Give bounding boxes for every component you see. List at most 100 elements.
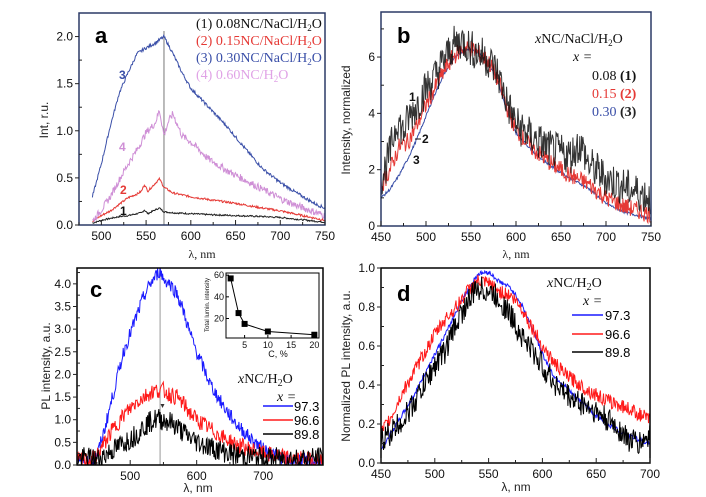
x-tick-label: 750 (641, 230, 661, 244)
curve-label-2: 2 (422, 132, 429, 146)
series-line-4 (92, 110, 325, 222)
legend-subtitle: x = (582, 294, 602, 309)
legend-entry-3: (3) 0.30NC/NaCl/H2O (196, 51, 322, 67)
y-tick-label: 0.0 (54, 458, 71, 472)
panel-d-frame (380, 267, 651, 464)
series-line-2 (92, 176, 325, 223)
panel-c-legend: xNC/H2O x = 97.3 96.6 89.8 (237, 372, 319, 442)
panel-c-plot-area (77, 268, 323, 465)
legend-entry-97-3: 97.3 (294, 399, 319, 414)
panel-b-letter: b (397, 23, 410, 48)
y-tick-label: 0.0 (358, 456, 375, 470)
x-tick-label: 550 (136, 229, 156, 243)
legend-entry-3: 0.30 (3) (592, 105, 637, 120)
panel-c-x-axis-label: λ, nm (183, 481, 212, 495)
panel-a-plot-area (91, 31, 325, 225)
panel-c-inset: 5 10 15 20 20 40 60 Total lumin. intensity C, … (205, 270, 320, 359)
inset-y-tick-label: 40 (214, 292, 224, 302)
inset-plot-area: 5 10 15 20 20 40 60 (214, 270, 319, 350)
legend-entry-97-3: 97.3 (605, 308, 630, 323)
panel-b-y-axis-label: Intensity, normalized (339, 65, 353, 174)
y-tick-label: 0.6 (358, 339, 375, 353)
legend-title: xNC/NaCl/H2O (534, 32, 623, 48)
panel-b-plot-area (381, 25, 651, 225)
legend-subtitle: x = (572, 50, 592, 65)
panel-d-legend: xNC/H2O x = 97.3 96.6 89.8 (546, 276, 630, 360)
inset-y-tick-label: 20 (214, 314, 224, 324)
series-line-1 (381, 25, 651, 215)
y-tick-label: 3.0 (54, 322, 71, 336)
legend-entry-89-8: 89.8 (294, 427, 319, 442)
y-tick-label: 0.8 (358, 300, 375, 314)
y-tick-label: 1.0 (54, 413, 71, 427)
panel-d-plot-area (381, 269, 650, 455)
y-tick-label: 2.5 (54, 345, 71, 359)
legend-subtitle: x = (276, 390, 296, 405)
inset-point (264, 328, 271, 335)
legend-entry-89-8: 89.8 (605, 345, 630, 360)
peak-arrow-icon (160, 404, 165, 408)
curve-label-3: 3 (413, 153, 420, 167)
y-tick-label: 4 (368, 106, 375, 120)
x-tick-label: 500 (416, 230, 436, 244)
legend-title: xNC/H2O (237, 372, 293, 389)
series-line-89-8 (381, 276, 650, 455)
panel-a-x-axis-label: λ, nm (188, 247, 216, 261)
inset-x-axis-label: C, % (268, 349, 288, 359)
curve-label-1: 1 (120, 204, 127, 218)
y-tick-label: 0.5 (56, 171, 73, 185)
y-tick-label: 0 (368, 219, 375, 233)
legend-entry-1: 0.08 (1) (592, 69, 637, 84)
x-tick-label: 650 (226, 229, 246, 243)
x-tick-label: 600 (532, 467, 552, 481)
x-tick-label: 600 (506, 230, 526, 244)
x-tick-label: 600 (181, 229, 201, 243)
x-tick-label: 500 (425, 467, 445, 481)
panel-a-letter: a (95, 23, 108, 48)
x-tick-label: 450 (371, 230, 391, 244)
curve-label-4: 4 (119, 140, 126, 154)
curve-label-3: 3 (119, 68, 126, 82)
x-tick-label: 700 (270, 229, 290, 243)
y-tick-label: 1.0 (358, 261, 375, 275)
legend-title: xNC/H2O (546, 276, 602, 293)
legend-entry-2: 0.15 (2) (592, 87, 637, 102)
inset-point (235, 310, 242, 317)
series-line-1 (92, 207, 325, 224)
y-tick-label: 0.5 (54, 435, 71, 449)
series-line-3 (91, 33, 325, 209)
y-tick-label: 1.5 (56, 77, 73, 91)
panel-c: 500 600 700 0.0 0.5 1.0 1.5 2.0 2.5 3.0 3.5 4.0 c P… (39, 267, 324, 495)
curve-label-2: 2 (120, 183, 127, 197)
panel-d-ticks: 450 500 550 600 650 700 0.0 0.2 0.4 0.6 0.8 1.0 (358, 261, 660, 481)
x-tick-label: 450 (371, 467, 391, 481)
inset-x-tick-label: 5 (242, 340, 247, 350)
y-tick-label: 3.5 (54, 299, 71, 313)
x-tick-label: 500 (120, 469, 140, 483)
x-tick-label: 700 (640, 467, 660, 481)
series-line-97-3 (381, 269, 650, 450)
x-tick-label: 500 (91, 229, 111, 243)
y-tick-label: 1.0 (56, 124, 73, 138)
inset-y-tick-label: 60 (214, 270, 224, 280)
y-tick-label: 1.5 (54, 390, 71, 404)
y-tick-label: 0.0 (56, 218, 73, 232)
panel-b-ticks: 450 500 550 600 650 700 750 0 2 4 6 (368, 28, 661, 244)
x-tick-label: 700 (596, 230, 616, 244)
panel-b: 450 500 550 600 650 700 750 0 2 4 6 b Intensity, n… (339, 11, 661, 261)
x-tick-label: 550 (479, 467, 499, 481)
panel-a-y-axis-label: Int, r.u. (37, 102, 51, 139)
x-tick-label: 750 (315, 229, 335, 243)
inset-x-tick-label: 10 (263, 340, 273, 350)
y-tick-label: 0.4 (358, 378, 375, 392)
inset-y-axis-label: Total lumin. intensity (205, 278, 211, 332)
panel-b-legend: xNC/NaCl/H2O x = 0.08 (1) 0.15 (2) 0.30 … (534, 32, 637, 120)
y-tick-label: 2.0 (56, 30, 73, 44)
inset-x-tick-label: 15 (286, 340, 296, 350)
legend-entry-96-6: 96.6 (294, 413, 319, 428)
legend-entry-96-6: 96.6 (605, 327, 630, 342)
panel-a: 500 550 600 650 700 750 0.0 0.5 1.0 1.5 2.0 a Int,… (37, 12, 335, 261)
series-line-89-8 (77, 409, 323, 465)
panel-c-ticks: 500 600 700 0.0 0.5 1.0 1.5 2.0 2.5 3.0 3.5 4.0 (54, 272, 297, 483)
